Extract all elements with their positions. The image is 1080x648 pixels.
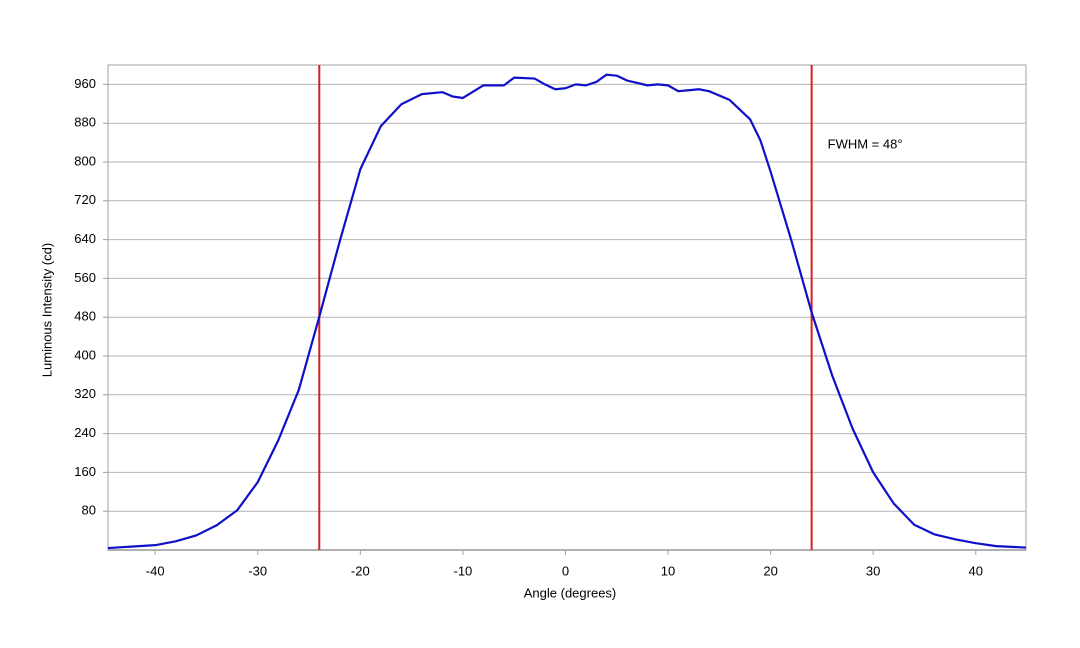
x-tick-label: 0 xyxy=(562,563,569,578)
x-tick-label: -30 xyxy=(248,563,267,578)
y-tick-label: 240 xyxy=(74,425,96,440)
y-tick-label: 960 xyxy=(74,76,96,91)
x-tick-label: 20 xyxy=(763,563,777,578)
x-tick-label: 40 xyxy=(969,563,983,578)
y-tick-label: 800 xyxy=(74,153,96,168)
y-tick-label: 560 xyxy=(74,270,96,285)
y-tick-label: 400 xyxy=(74,347,96,362)
x-tick-label: 10 xyxy=(661,563,675,578)
x-tick-label: -40 xyxy=(146,563,165,578)
y-tick-label: 320 xyxy=(74,386,96,401)
y-tick-label: 640 xyxy=(74,231,96,246)
y-tick-label: 720 xyxy=(74,192,96,207)
annotation: FWHM = 48° xyxy=(828,136,903,151)
data-line xyxy=(107,73,1027,550)
y-tick-label: 880 xyxy=(74,115,96,130)
x-axis-label: Angle (degrees) xyxy=(524,585,617,600)
x-tick-label: 30 xyxy=(866,563,880,578)
x-tick-label: -20 xyxy=(351,563,370,578)
y-tick-label: 160 xyxy=(74,464,96,479)
x-tick-label: -10 xyxy=(453,563,472,578)
y-tick-label: 80 xyxy=(82,503,96,518)
y-tick-label: 480 xyxy=(74,309,96,324)
y-axis-label: Luminous Intensity (cd) xyxy=(39,243,54,377)
plot-area xyxy=(107,64,1027,551)
